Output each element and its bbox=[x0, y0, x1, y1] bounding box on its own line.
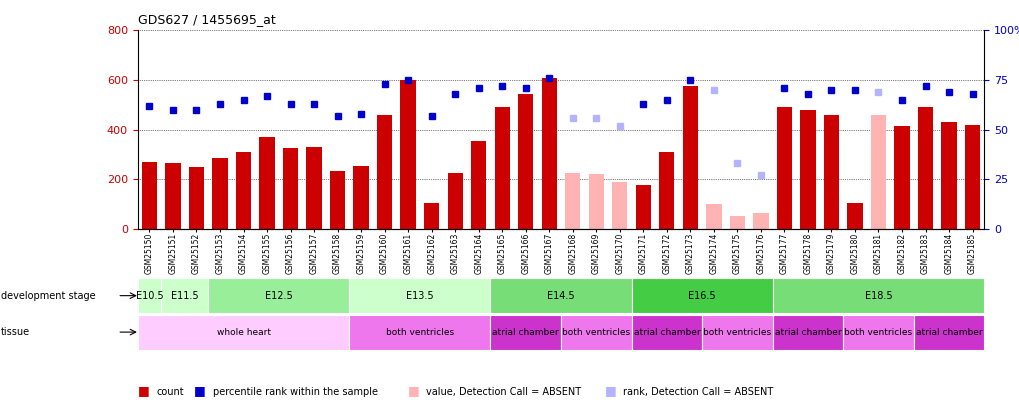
Bar bbox=[917, 107, 932, 229]
Text: atrial chamber: atrial chamber bbox=[492, 328, 558, 337]
Bar bbox=[631, 315, 701, 350]
Bar bbox=[541, 77, 556, 229]
Text: both ventricles: both ventricles bbox=[385, 328, 453, 337]
Text: whole heart: whole heart bbox=[216, 328, 270, 337]
Text: atrial chamber: atrial chamber bbox=[915, 328, 981, 337]
Text: both ventricles: both ventricles bbox=[561, 328, 630, 337]
Bar bbox=[800, 110, 815, 229]
Text: E12.5: E12.5 bbox=[265, 291, 292, 301]
Bar bbox=[161, 278, 208, 313]
Bar bbox=[701, 315, 772, 350]
Bar bbox=[631, 278, 772, 313]
Text: both ventricles: both ventricles bbox=[703, 328, 770, 337]
Bar bbox=[729, 216, 744, 229]
Bar bbox=[894, 126, 909, 229]
Text: both ventricles: both ventricles bbox=[844, 328, 912, 337]
Text: atrial chamber: atrial chamber bbox=[773, 328, 841, 337]
Bar bbox=[823, 115, 839, 229]
Text: atrial chamber: atrial chamber bbox=[633, 328, 699, 337]
Bar bbox=[354, 166, 369, 229]
Text: E11.5: E11.5 bbox=[171, 291, 199, 301]
Text: development stage: development stage bbox=[1, 291, 96, 301]
Text: count: count bbox=[156, 387, 183, 397]
Bar bbox=[565, 173, 580, 229]
Bar bbox=[588, 174, 603, 229]
Bar bbox=[348, 278, 490, 313]
Text: tissue: tissue bbox=[1, 327, 31, 337]
Bar bbox=[377, 115, 392, 229]
Bar bbox=[611, 182, 627, 229]
Bar bbox=[560, 315, 631, 350]
Bar bbox=[259, 137, 274, 229]
Bar bbox=[682, 86, 697, 229]
Bar bbox=[772, 315, 843, 350]
Text: E13.5: E13.5 bbox=[406, 291, 433, 301]
Bar bbox=[138, 278, 161, 313]
Bar bbox=[913, 315, 983, 350]
Bar bbox=[705, 204, 720, 229]
Text: ■: ■ bbox=[408, 384, 420, 397]
Bar bbox=[282, 148, 298, 229]
Bar bbox=[165, 163, 180, 229]
Bar bbox=[189, 167, 204, 229]
Bar bbox=[847, 203, 862, 229]
Bar bbox=[235, 152, 251, 229]
Bar bbox=[138, 315, 348, 350]
Text: rank, Detection Call = ABSENT: rank, Detection Call = ABSENT bbox=[623, 387, 772, 397]
Text: E18.5: E18.5 bbox=[864, 291, 892, 301]
Text: percentile rank within the sample: percentile rank within the sample bbox=[212, 387, 377, 397]
Bar bbox=[752, 213, 767, 229]
Bar bbox=[843, 315, 913, 350]
Bar bbox=[424, 203, 439, 229]
Text: ■: ■ bbox=[194, 384, 206, 397]
Text: E10.5: E10.5 bbox=[136, 291, 163, 301]
Text: ■: ■ bbox=[138, 384, 150, 397]
Bar bbox=[870, 115, 886, 229]
Bar bbox=[208, 278, 348, 313]
Bar bbox=[776, 107, 792, 229]
Text: GDS627 / 1455695_at: GDS627 / 1455695_at bbox=[138, 13, 275, 26]
Bar bbox=[490, 315, 560, 350]
Bar bbox=[941, 122, 956, 229]
Bar bbox=[490, 278, 631, 313]
Bar bbox=[329, 171, 344, 229]
Bar bbox=[658, 152, 674, 229]
Text: value, Detection Call = ABSENT: value, Detection Call = ABSENT bbox=[426, 387, 581, 397]
Bar bbox=[635, 185, 650, 229]
Bar bbox=[772, 278, 983, 313]
Bar bbox=[142, 162, 157, 229]
Text: E14.5: E14.5 bbox=[546, 291, 575, 301]
Bar bbox=[518, 94, 533, 229]
Bar bbox=[471, 141, 486, 229]
Text: ■: ■ bbox=[604, 384, 616, 397]
Bar bbox=[306, 147, 321, 229]
Bar bbox=[400, 80, 416, 229]
Bar bbox=[494, 107, 510, 229]
Bar bbox=[348, 315, 490, 350]
Bar bbox=[964, 125, 979, 229]
Bar bbox=[447, 173, 463, 229]
Text: E16.5: E16.5 bbox=[688, 291, 715, 301]
Bar bbox=[212, 158, 227, 229]
